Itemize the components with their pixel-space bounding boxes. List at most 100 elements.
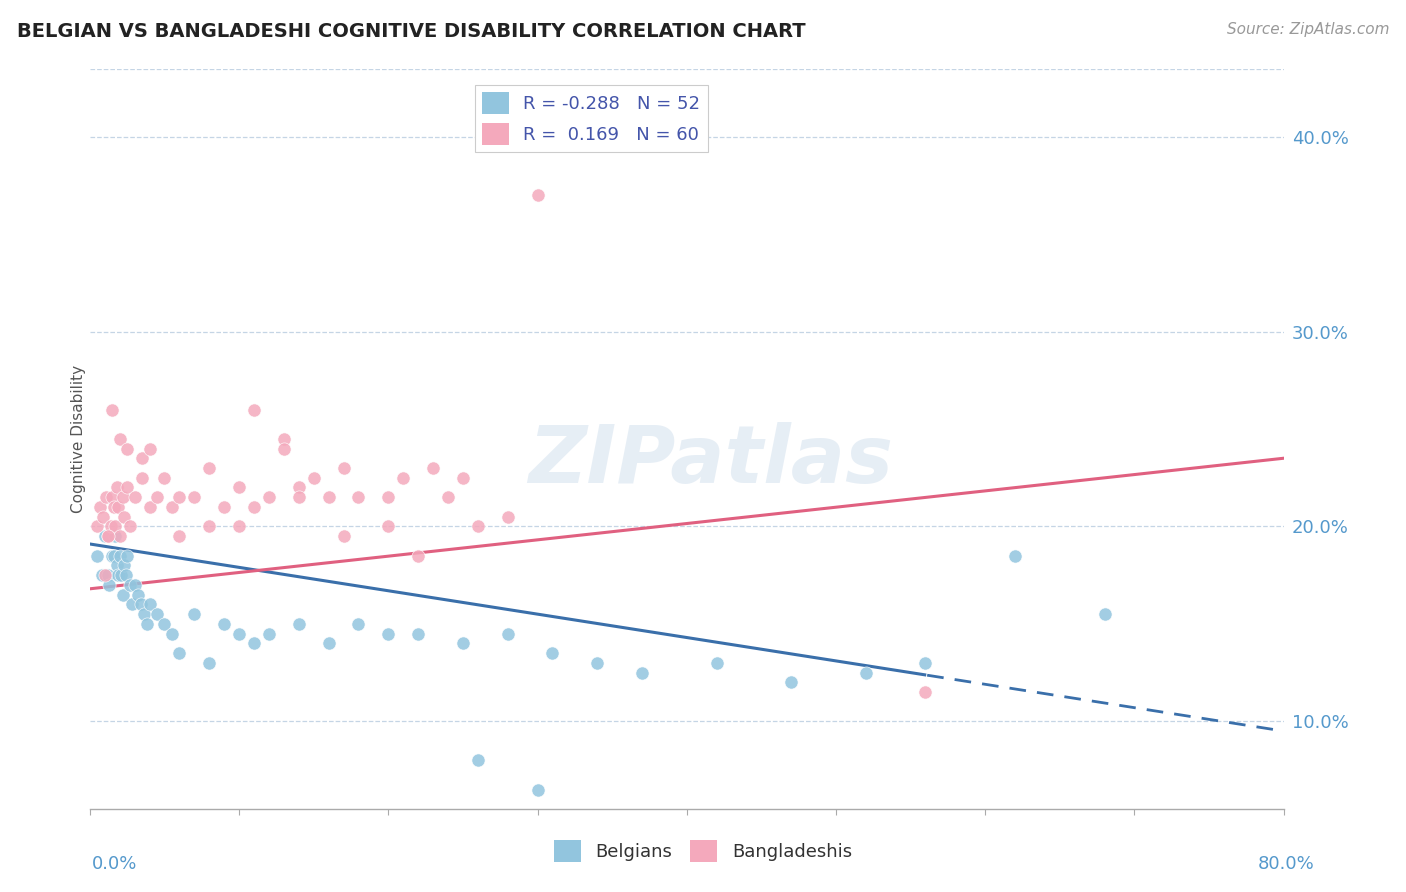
Point	[105, 481, 128, 495]
Point	[1004, 549, 1026, 563]
Point	[107, 568, 129, 582]
Point	[132, 607, 155, 621]
Point	[780, 675, 803, 690]
Point	[198, 461, 221, 475]
Point	[110, 568, 132, 582]
Point	[160, 500, 183, 514]
Point	[97, 529, 120, 543]
Point	[121, 598, 143, 612]
Point	[129, 598, 152, 612]
Point	[96, 490, 118, 504]
Point	[120, 578, 142, 592]
Point	[257, 626, 280, 640]
Point	[127, 588, 149, 602]
Point	[97, 568, 120, 582]
Point	[287, 616, 309, 631]
Point	[198, 519, 221, 533]
Point	[100, 519, 122, 533]
Point	[541, 646, 564, 660]
Point	[212, 500, 235, 514]
Point	[160, 626, 183, 640]
Point	[91, 509, 114, 524]
Legend: R = -0.288   N = 52, R =  0.169   N = 60: R = -0.288 N = 52, R = 0.169 N = 60	[475, 85, 707, 153]
Point	[273, 442, 295, 456]
Point	[347, 616, 370, 631]
Point	[138, 500, 160, 514]
Legend: Belgians, Bangladeshis: Belgians, Bangladeshis	[547, 833, 859, 870]
Point	[115, 549, 138, 563]
Point	[451, 471, 474, 485]
Point	[228, 519, 250, 533]
Point	[120, 519, 142, 533]
Y-axis label: Cognitive Disability: Cognitive Disability	[72, 365, 86, 513]
Point	[108, 529, 131, 543]
Point	[198, 656, 221, 670]
Point	[104, 529, 127, 543]
Point	[392, 471, 415, 485]
Point	[257, 490, 280, 504]
Point	[914, 656, 936, 670]
Point	[138, 442, 160, 456]
Point	[89, 500, 111, 514]
Point	[631, 665, 654, 680]
Point	[104, 519, 127, 533]
Point	[107, 500, 129, 514]
Point	[112, 558, 135, 573]
Point	[115, 442, 138, 456]
Point	[138, 598, 160, 612]
Point	[114, 568, 136, 582]
Point	[169, 529, 191, 543]
Point	[124, 578, 146, 592]
Point	[98, 578, 121, 592]
Point	[302, 471, 325, 485]
Point	[422, 461, 444, 475]
Point	[914, 685, 936, 699]
Text: Source: ZipAtlas.com: Source: ZipAtlas.com	[1226, 22, 1389, 37]
Point	[183, 607, 205, 621]
Point	[108, 432, 131, 446]
Point	[101, 549, 124, 563]
Point	[526, 782, 548, 797]
Point	[90, 568, 112, 582]
Point	[86, 549, 108, 563]
Point	[146, 490, 169, 504]
Point	[108, 549, 131, 563]
Point	[526, 188, 548, 202]
Point	[103, 549, 125, 563]
Point	[94, 529, 117, 543]
Point	[135, 616, 157, 631]
Point	[287, 490, 309, 504]
Point	[496, 509, 519, 524]
Point	[105, 558, 128, 573]
Point	[124, 490, 146, 504]
Point	[406, 549, 429, 563]
Point	[111, 490, 134, 504]
Point	[131, 471, 153, 485]
Point	[377, 519, 399, 533]
Point	[332, 529, 354, 543]
Point	[451, 636, 474, 650]
Point	[228, 626, 250, 640]
Point	[1094, 607, 1116, 621]
Point	[347, 490, 370, 504]
Point	[101, 490, 124, 504]
Point	[406, 626, 429, 640]
Point	[855, 665, 877, 680]
Point	[586, 656, 609, 670]
Point	[183, 490, 205, 504]
Point	[377, 490, 399, 504]
Point	[273, 432, 295, 446]
Point	[153, 471, 176, 485]
Point	[94, 568, 117, 582]
Point	[243, 636, 266, 650]
Point	[377, 626, 399, 640]
Point	[131, 451, 153, 466]
Point	[332, 461, 354, 475]
Point	[103, 500, 125, 514]
Point	[111, 588, 134, 602]
Text: ZIPatlas: ZIPatlas	[529, 422, 893, 500]
Point	[437, 490, 460, 504]
Point	[146, 607, 169, 621]
Text: BELGIAN VS BANGLADESHI COGNITIVE DISABILITY CORRELATION CHART: BELGIAN VS BANGLADESHI COGNITIVE DISABIL…	[17, 22, 806, 41]
Point	[112, 509, 135, 524]
